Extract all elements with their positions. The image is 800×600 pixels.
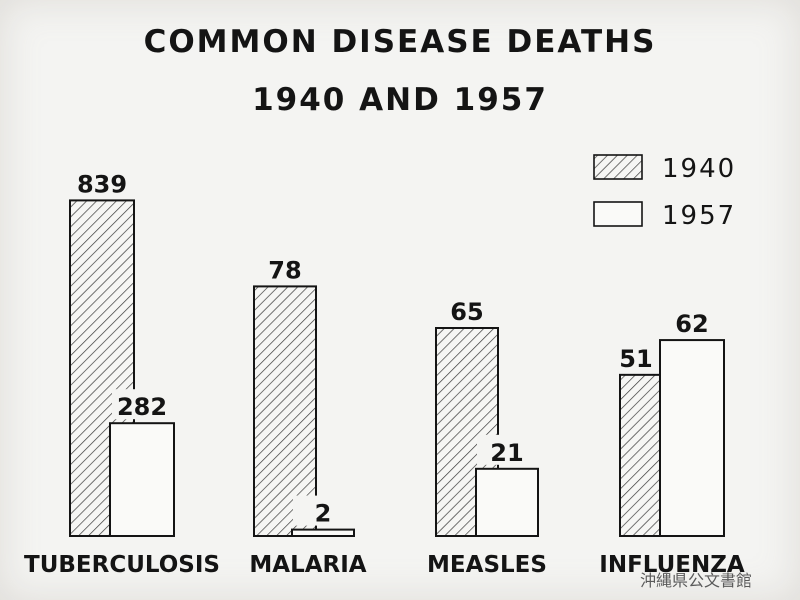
bar-1957-malaria: [291, 528, 355, 537]
bar-1940-influenza: [619, 373, 661, 537]
legend-label-1957: 1957: [662, 201, 736, 231]
value-label-1957-malaria: 2: [315, 500, 332, 528]
legend-label-1940: 1940: [662, 154, 736, 184]
category-label-tuberculosis: TUBERCULOSIS: [24, 552, 220, 578]
category-label-influenza: INFLUENZA: [599, 552, 745, 578]
value-label-1957-tuberculosis: 282: [117, 393, 167, 421]
value-label-1940-measles: 65: [450, 298, 483, 326]
category-label-malaria: MALARIA: [249, 552, 366, 578]
value-label-backdrop: [477, 434, 537, 465]
value-label-1940-malaria: 78: [268, 256, 301, 284]
chart-title: COMMON DISEASE DEATHS: [143, 24, 657, 60]
value-label-1957-measles: 21: [490, 439, 523, 467]
chart-subtitle: 1940 AND 1957: [252, 82, 548, 118]
bar-1957-influenza: [659, 339, 725, 537]
value-label-backdrop: [112, 389, 172, 420]
legend: 1940 1957: [593, 154, 736, 231]
bar-1957-tuberculosis: [109, 422, 175, 538]
bar-1957-measles: [475, 467, 539, 537]
legend-swatch-1940: [593, 154, 643, 180]
legend-swatch-1957: [593, 201, 643, 227]
value-label-1940-tuberculosis: 839: [77, 170, 127, 198]
category-label-measles: MEASLES: [427, 552, 547, 578]
value-label-1940-influenza: 51: [619, 345, 652, 373]
value-label-1957-influenza: 62: [675, 310, 708, 338]
archive-watermark: 沖縄県公文書館: [640, 571, 752, 590]
value-label-backdrop: [293, 495, 353, 526]
bar-1940-malaria: [253, 285, 317, 537]
